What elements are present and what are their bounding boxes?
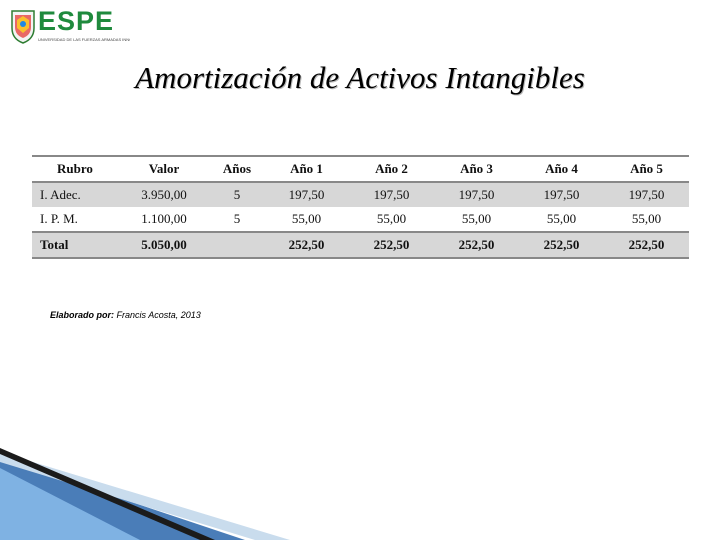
corner-decoration bbox=[0, 448, 290, 540]
cell-ano-5: 197,50 bbox=[628, 187, 665, 202]
header-ano-3: Año 3 bbox=[460, 161, 493, 176]
logo-wordmark: ESPE bbox=[38, 6, 115, 36]
cell-total-ano-1: 252,50 bbox=[288, 237, 325, 252]
cell-anos: 5 bbox=[233, 211, 241, 226]
cell-ano-5: 55,00 bbox=[631, 211, 662, 226]
crest-icon bbox=[11, 10, 35, 44]
header-ano-1: Año 1 bbox=[290, 161, 323, 176]
cell-ano-1: 55,00 bbox=[291, 211, 322, 226]
source-text: Francis Acosta, 2013 bbox=[114, 310, 201, 320]
cell-ano-1: 197,50 bbox=[288, 187, 325, 202]
total-row: Total 5.050,00 252,50 252,50 252,50 252,… bbox=[32, 232, 689, 258]
cell-total-ano-5: 252,50 bbox=[628, 237, 665, 252]
source-note: Elaborado por: Francis Acosta, 2013 bbox=[50, 310, 201, 320]
cell-total-ano-4: 252,50 bbox=[543, 237, 580, 252]
amortization-table: Rubro Valor Años Año 1 Año 2 Año 3 Año 4… bbox=[32, 155, 689, 259]
cell-total-label: Total bbox=[40, 237, 69, 252]
cell-valor: 3.950,00 bbox=[141, 187, 187, 202]
cell-ano-4: 197,50 bbox=[543, 187, 580, 202]
cell-ano-3: 197,50 bbox=[458, 187, 495, 202]
cell-total-anos bbox=[210, 232, 264, 258]
header-valor: Valor bbox=[148, 161, 180, 176]
table-row: I. P. M. 1.100,00 5 55,00 55,00 55,00 55… bbox=[32, 207, 689, 232]
cell-valor: 1.100,00 bbox=[141, 211, 187, 226]
table-header-row: Rubro Valor Años Año 1 Año 2 Año 3 Año 4… bbox=[32, 156, 689, 182]
header-ano-2: Año 2 bbox=[375, 161, 408, 176]
espe-logo: ESPE UNIVERSIDAD DE LAS FUERZAS ARMADAS … bbox=[10, 6, 130, 46]
cell-rubro: I. P. M. bbox=[40, 211, 78, 226]
cell-ano-2: 55,00 bbox=[376, 211, 407, 226]
cell-ano-4: 55,00 bbox=[546, 211, 577, 226]
cell-total-ano-3: 252,50 bbox=[458, 237, 495, 252]
cell-total-ano-2: 252,50 bbox=[373, 237, 410, 252]
cell-ano-3: 55,00 bbox=[461, 211, 492, 226]
header-ano-4: Año 4 bbox=[545, 161, 578, 176]
logo-subtitle: UNIVERSIDAD DE LAS FUERZAS ARMADAS INNOV… bbox=[38, 37, 130, 42]
source-label: Elaborado por: bbox=[50, 310, 115, 320]
header-anos: Años bbox=[222, 161, 252, 176]
cell-anos: 5 bbox=[233, 187, 241, 202]
cell-ano-2: 197,50 bbox=[373, 187, 410, 202]
header-rubro: Rubro bbox=[57, 161, 93, 176]
page-title: Amortización de Activos Intangibles bbox=[135, 60, 585, 95]
cell-rubro: I. Adec. bbox=[40, 187, 81, 202]
cell-total-valor: 5.050,00 bbox=[141, 237, 187, 252]
header-ano-5: Año 5 bbox=[630, 161, 663, 176]
table-row: I. Adec. 3.950,00 5 197,50 197,50 197,50… bbox=[32, 182, 689, 207]
